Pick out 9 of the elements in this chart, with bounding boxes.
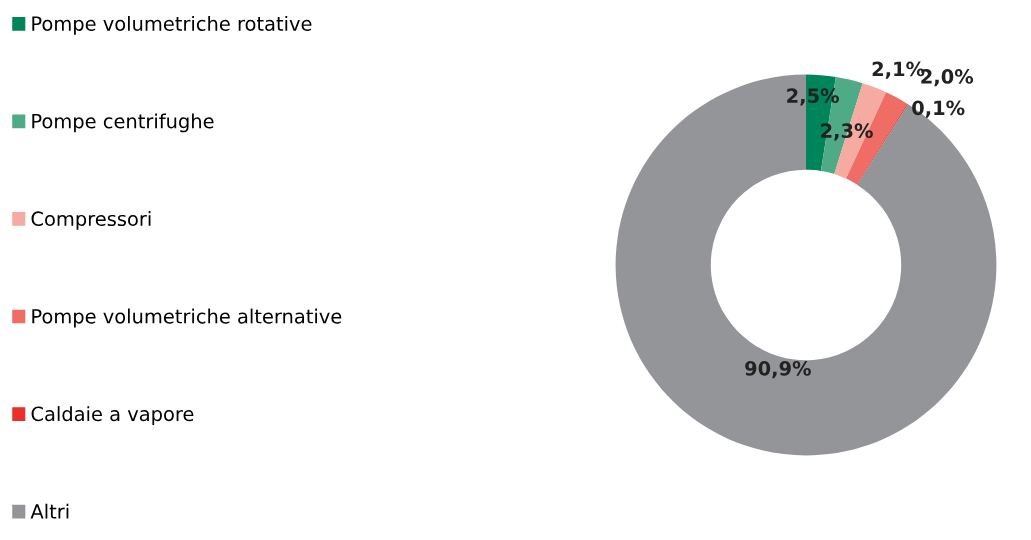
legend-label: Pompe volumetriche rotative	[32, 15, 312, 35]
data-label: 2,3%	[821, 123, 873, 141]
data-label: 0,1%	[912, 100, 965, 118]
data-label: 90,9%	[745, 360, 811, 379]
legend-label: Pompe volumetriche alternative	[32, 308, 342, 328]
legend-label: Compressori	[31, 211, 151, 230]
legend-label: Pompe centrifughe	[32, 113, 214, 133]
legend-label: Altri	[30, 503, 69, 519]
legend-label: Caldaie a vapore	[31, 406, 194, 425]
